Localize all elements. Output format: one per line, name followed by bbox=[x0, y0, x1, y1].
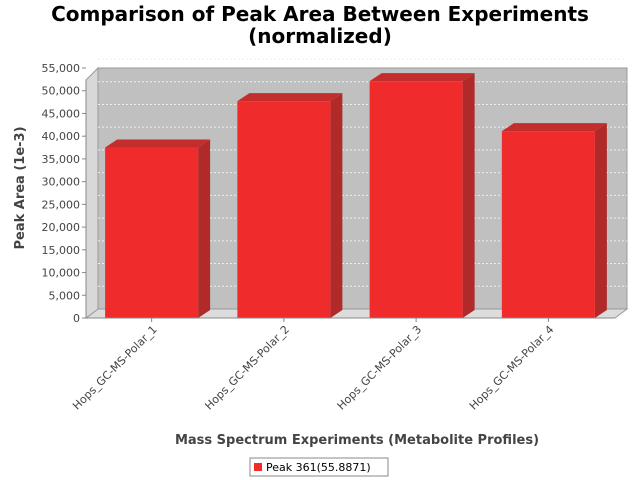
y-tick-label: 35,000 bbox=[42, 153, 81, 166]
y-tick-label: 10,000 bbox=[42, 267, 81, 280]
bar-front bbox=[237, 101, 331, 318]
bar-side bbox=[330, 93, 343, 318]
bar-side bbox=[594, 123, 607, 318]
y-axis: 0 5,000 10,000 15,000 20,000 25,000 30,000 35,0… bbox=[42, 62, 87, 325]
bar bbox=[237, 93, 343, 318]
x-axis-label: Mass Spectrum Experiments (Metabolite Pr… bbox=[175, 433, 539, 448]
bar-front bbox=[105, 147, 199, 318]
bar bbox=[105, 139, 211, 318]
y-tick-label: 40,000 bbox=[42, 130, 81, 143]
legend-swatch bbox=[254, 463, 262, 471]
y-tick-label: 45,000 bbox=[42, 107, 81, 120]
legend-box bbox=[249, 457, 389, 477]
bar-top bbox=[237, 93, 343, 102]
y-tick-label: 25,000 bbox=[42, 198, 81, 211]
chart-title-line1: Comparison of Peak Area Between Experime… bbox=[51, 2, 589, 26]
bar-front bbox=[501, 131, 595, 318]
bars bbox=[105, 73, 607, 318]
y-tick-label: 50,000 bbox=[42, 85, 81, 98]
y-tick-label: 30,000 bbox=[42, 176, 81, 189]
bar-top bbox=[501, 123, 607, 132]
y-tick-label: 55,000 bbox=[42, 62, 81, 75]
bar-front bbox=[369, 81, 463, 318]
bar-top bbox=[105, 139, 211, 148]
x-tick-label: Hops_GC-MS-Polar_2 bbox=[202, 323, 292, 413]
bar-top bbox=[369, 73, 475, 82]
x-axis: Hops_GC-MS-Polar_1 Hops_GC-MS-Polar_2 Hops… bbox=[70, 317, 615, 413]
y-axis-label: Peak Area (1e-3) bbox=[13, 126, 28, 249]
bar-side bbox=[462, 73, 475, 318]
y-tick-label: 20,000 bbox=[42, 221, 81, 234]
x-tick-label: Hops_GC-MS-Polar_3 bbox=[335, 323, 425, 413]
plot-left-wall bbox=[85, 66, 99, 319]
bar bbox=[501, 123, 607, 318]
x-tick-label: Hops_GC-MS-Polar_1 bbox=[70, 323, 160, 413]
bar-side bbox=[198, 139, 211, 318]
x-tick-label: Hops_GC-MS-Polar_4 bbox=[467, 323, 557, 413]
y-tick-label: 15,000 bbox=[42, 244, 81, 257]
legend: Peak 361(55.8871) bbox=[249, 457, 389, 477]
legend-label: Peak 361(55.8871) bbox=[266, 461, 371, 474]
bar bbox=[369, 73, 475, 318]
y-tick-label: 0 bbox=[73, 312, 80, 325]
y-tick-label: 5,000 bbox=[49, 289, 81, 302]
chart-title-line2: (normalized) bbox=[248, 24, 392, 48]
